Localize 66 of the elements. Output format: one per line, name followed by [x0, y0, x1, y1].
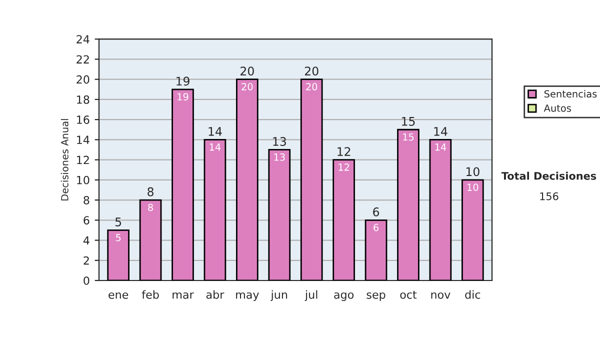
y-tick-label: 6 [84, 216, 90, 225]
total-label: 20 [304, 66, 318, 76]
x-tick-label: oct [400, 290, 417, 299]
y-tick-label: 22 [76, 55, 89, 64]
y-axis-title: Decisiones Anual [60, 119, 68, 200]
bar [397, 128, 420, 280]
bar [429, 138, 452, 280]
total-label: 6 [373, 207, 380, 216]
legend-label: Sentencias [544, 90, 597, 98]
y-tick-label: 24 [76, 35, 90, 44]
y-tick-label: 20 [76, 75, 90, 84]
total-label: 19 [176, 76, 190, 86]
total-label: 14 [434, 127, 448, 136]
bar [107, 230, 130, 280]
x-tick-label: nov [431, 292, 450, 299]
bar [300, 78, 323, 280]
total-label: 14 [208, 127, 222, 136]
data-label: 10 [468, 184, 478, 191]
y-tick-label: 0 [84, 276, 90, 285]
x-tick-label: feb [142, 290, 159, 299]
x-tick-label: dic [465, 290, 480, 299]
x-tick-label: mar [172, 292, 194, 299]
x-tick-label: sep [366, 292, 386, 301]
x-tick-label: jun [270, 290, 288, 301]
y-tick-label: 4 [83, 236, 90, 244]
data-label: 12 [338, 163, 350, 171]
data-label: 8 [148, 204, 153, 212]
legend-label: Autos [544, 104, 571, 112]
y-tick-label: 18 [77, 95, 90, 104]
data-label: 13 [274, 153, 285, 161]
total-label: 10 [466, 167, 480, 176]
total-label: 5 [115, 218, 122, 226]
data-label: 19 [178, 93, 188, 100]
data-label: 15 [403, 133, 414, 141]
x-tick-label: abr [206, 290, 224, 299]
total-label: 8 [148, 187, 154, 196]
x-tick-label: ago [334, 292, 354, 301]
total-label: 13 [273, 137, 286, 146]
data-label: 6 [374, 224, 379, 232]
data-label: 20 [242, 83, 253, 90]
data-label: 14 [210, 144, 221, 151]
bar [462, 179, 484, 280]
x-tick-label: may [236, 292, 259, 301]
bar [364, 219, 388, 280]
y-tick-label: 2 [84, 256, 89, 265]
y-tick-label: 12 [77, 156, 89, 164]
y-tick-label: 10 [77, 176, 90, 184]
bar [204, 138, 226, 280]
text: 156 [540, 192, 558, 200]
data-label: 14 [435, 144, 446, 151]
bar [236, 78, 258, 280]
data-label: 20 [306, 83, 318, 90]
bar [172, 88, 194, 280]
data-label: 5 [116, 234, 121, 242]
y-tick-label: 8 [84, 196, 90, 204]
x-tick-label: ene [108, 292, 128, 299]
y-tick-label: 14 [77, 136, 90, 144]
bar [332, 159, 355, 280]
total-label: 20 [240, 66, 254, 76]
x-tick-label: jul [304, 290, 318, 301]
total-label: 15 [402, 117, 415, 126]
total-label: 12 [338, 147, 350, 156]
bar [139, 199, 162, 280]
text: Total Decisiones [501, 172, 596, 180]
bar [268, 149, 291, 280]
y-tick-label: 16 [77, 116, 90, 124]
